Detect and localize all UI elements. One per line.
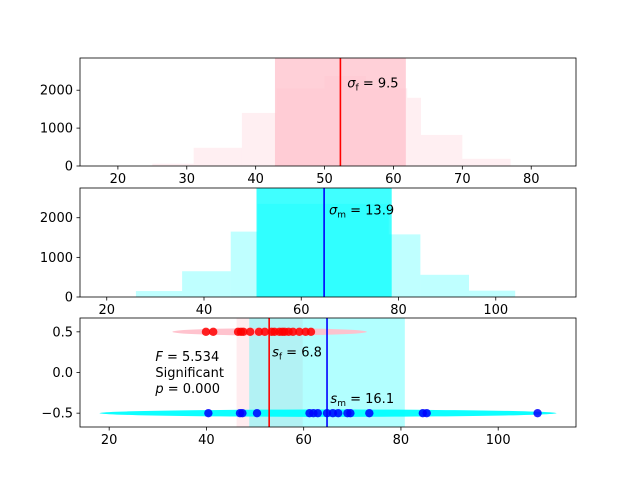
- y-tick-label-0-0: 0: [65, 160, 73, 175]
- x-tick-label-0-1: 30: [179, 172, 196, 187]
- plot-area-2: [99, 318, 557, 427]
- axes-frame-0: [79, 57, 577, 167]
- sd-label-m: sm = 16.1: [330, 392, 394, 409]
- y-tick-label-0-1: 1000: [40, 122, 73, 137]
- x-tick-label-2-4: 100: [486, 433, 511, 448]
- x-tick-label-1-3: 80: [390, 303, 407, 318]
- x-tick-label-0-5: 70: [454, 172, 471, 187]
- data-point-1-14: [422, 408, 431, 418]
- histogram-bar-0-1: [193, 147, 242, 166]
- histogram-bar-0-2: [241, 112, 277, 166]
- histogram-bar-1-0: [135, 291, 183, 297]
- data-point-1-15: [533, 408, 542, 418]
- data-point-0-4: [239, 327, 248, 337]
- data-point-0-5: [245, 327, 255, 337]
- data-point-0-6: [254, 327, 264, 337]
- y-tick-label-1-1: 1000: [40, 251, 73, 266]
- histogram-bar-1-6: [420, 274, 470, 297]
- p-value-label: p = 0.000: [154, 382, 220, 397]
- histogram-bar-0-0: [152, 163, 194, 166]
- sigma-annotation-1-part-2: = 13.9: [346, 204, 394, 219]
- sd-label-m-part-1: m: [337, 399, 346, 409]
- histogram-panel-0: σf = 9.5 20 30 40 50 60 70 80 0 1000 2000: [40, 57, 577, 187]
- sigma-annotation-0-part-0: σ: [347, 76, 356, 91]
- sigma-annotation-1-part-1: m: [337, 211, 346, 221]
- data-point-1-11: [346, 408, 355, 418]
- data-point-0-7: [260, 327, 269, 337]
- histogram-bar-1-7: [469, 290, 516, 297]
- data-point-0-0: [201, 327, 211, 337]
- x-tick-label-2-0: 20: [101, 433, 118, 448]
- axes-frame-1: [79, 187, 577, 298]
- y-tick-label-2-2: −0.5: [41, 407, 73, 422]
- data-point-1-6: [313, 408, 322, 418]
- x-tick-label-2-2: 60: [295, 433, 312, 448]
- histogram-bar-1-1: [182, 271, 231, 297]
- p-value-label-part-1: = 0.000: [164, 382, 220, 397]
- sd-label-m-part-0: s: [330, 392, 337, 407]
- sd-label-f-part-0: s: [272, 346, 279, 361]
- sigma-annotation-1-part-0: σ: [329, 204, 338, 219]
- data-point-0-15: [295, 327, 304, 337]
- x-tick-label-1-0: 20: [98, 303, 115, 318]
- sd-label-f-part-1: f: [279, 353, 283, 363]
- data-point-1-0: [204, 408, 213, 418]
- data-point-0-17: [306, 327, 316, 337]
- f-statistic-label-part-0: F: [155, 350, 163, 365]
- p-value-label-part-0: p: [154, 382, 163, 397]
- x-tick-label-2-1: 40: [198, 433, 215, 448]
- y-tick-label-2-1: 0.0: [52, 366, 73, 381]
- sigma-annotation-0-part-2: = 9.5: [359, 76, 399, 91]
- x-tick-label-1-1: 40: [196, 303, 213, 318]
- x-tick-label-0-0: 20: [110, 172, 127, 187]
- x-tick-label-2-3: 80: [393, 433, 410, 448]
- sd-label-m-part-2: = 16.1: [346, 392, 394, 407]
- y-tick-label-0-2: 2000: [40, 84, 73, 99]
- x-tick-label-0-6: 80: [523, 172, 540, 187]
- data-point-1-9: [334, 408, 343, 418]
- x-tick-label-1-4: 100: [483, 303, 508, 318]
- histogram-bar-0-6: [407, 97, 421, 166]
- y-tick-label-1-0: 0: [65, 291, 73, 306]
- histogram-bar-0-8: [462, 158, 511, 166]
- x-tick-label-0-4: 60: [385, 172, 402, 187]
- histogram-bar-1-2: [230, 231, 258, 297]
- plot-area-1: [135, 188, 516, 297]
- sigma-annotation-1: σm = 13.9: [329, 204, 394, 221]
- sigma-annotation-0-part-1: f: [356, 83, 360, 93]
- sigma-annotation-0: σf = 9.5: [347, 76, 398, 93]
- plot-area-0: [152, 58, 511, 166]
- f-statistic-label: F = 5.534: [155, 350, 219, 365]
- y-tick-label-2-0: 0.5: [52, 325, 73, 340]
- data-point-0-14: [288, 327, 298, 337]
- f-statistic-label-part-1: = 5.534: [163, 350, 219, 365]
- x-tick-label-0-3: 50: [316, 172, 333, 187]
- histogram-bar-0-7: [421, 134, 463, 166]
- x-tick-label-0-2: 40: [247, 172, 264, 187]
- significance-label: Significant: [155, 366, 224, 381]
- data-point-0-1: [209, 327, 218, 337]
- data-point-1-3: [252, 408, 262, 418]
- data-point-1-12: [365, 408, 374, 418]
- x-tick-label-1-2: 60: [293, 303, 310, 318]
- sd-label-f-part-2: = 6.8: [282, 346, 322, 361]
- sd-label-f: sf = 6.8: [272, 346, 322, 363]
- y-tick-label-1-2: 2000: [40, 211, 73, 226]
- data-point-1-2: [238, 408, 247, 418]
- histogram-bar-1-5: [388, 234, 421, 297]
